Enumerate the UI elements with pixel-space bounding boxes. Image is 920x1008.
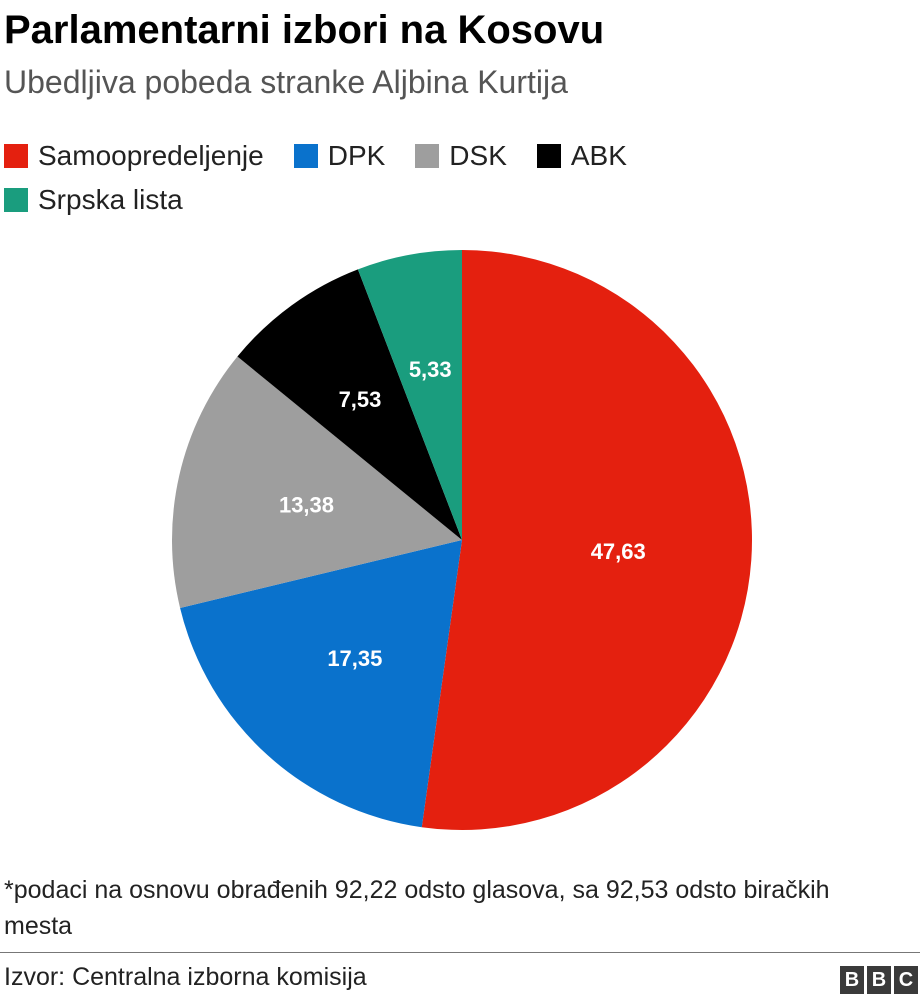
legend-swatch-samoopredeljenje [4, 144, 28, 168]
slice-label-srpska-lista: 5,33 [409, 357, 452, 382]
legend-row: Srpska lista [4, 178, 764, 222]
legend-swatch-dpk [293, 144, 318, 168]
chart-title: Parlamentarni izbori na Kosovu [4, 8, 605, 52]
source-text: Izvor: Centralna izborna komisija [4, 963, 367, 991]
slice-label-abk: 7,53 [339, 387, 382, 412]
bbc-logo-letter: C [894, 966, 918, 994]
pie-slice-srpska-lista [357, 250, 462, 540]
footnote: *podaci na osnovu obrađenih 92,22 odsto … [4, 876, 830, 940]
pie-slice-abk [237, 269, 462, 540]
bbc-logo: B B C [840, 966, 918, 994]
legend-item-dpk: DPK [293, 140, 386, 172]
legend-row: Samoopredeljenje DPK DSK ABK [4, 134, 764, 178]
legend-label-dsk: DSK [449, 140, 507, 171]
legend-label-abk: ABK [570, 140, 627, 171]
legend-label-samoopredeljenje: Samoopredeljenje [38, 140, 264, 171]
legend-swatch-srpska-lista [4, 188, 28, 212]
bbc-logo-letter: B [867, 966, 891, 994]
pie-slice-dsk [172, 356, 462, 608]
legend-label-srpska-lista: Srpska lista [38, 184, 183, 215]
legend-item-abk: ABK [536, 140, 627, 172]
slice-label-dsk: 13,38 [279, 493, 334, 518]
pie-slice-samoopredeljenje [421, 250, 752, 830]
legend-item-srpska-lista: Srpska lista [4, 184, 183, 216]
legend-item-samoopredeljenje: Samoopredeljenje [4, 140, 264, 172]
chart-subtitle: Ubedljiva pobeda stranke Aljbina Kurtija [4, 64, 568, 100]
legend-swatch-abk [536, 144, 561, 168]
slice-label-dpk: 17,35 [327, 646, 382, 671]
legend-swatch-dsk [415, 144, 440, 168]
legend: Samoopredeljenje DPK DSK ABK Srpska list… [4, 134, 764, 222]
bbc-logo-letter: B [840, 966, 864, 994]
legend-label-dpk: DPK [327, 140, 386, 171]
pie-slice-dpk [180, 540, 462, 828]
legend-item-dsk: DSK [415, 140, 507, 172]
pie-chart: 47,63 17,35 13,38 7,53 5,33 [172, 250, 752, 830]
slice-label-samoopredeljenje: 47,63 [591, 539, 646, 564]
divider [0, 952, 920, 953]
